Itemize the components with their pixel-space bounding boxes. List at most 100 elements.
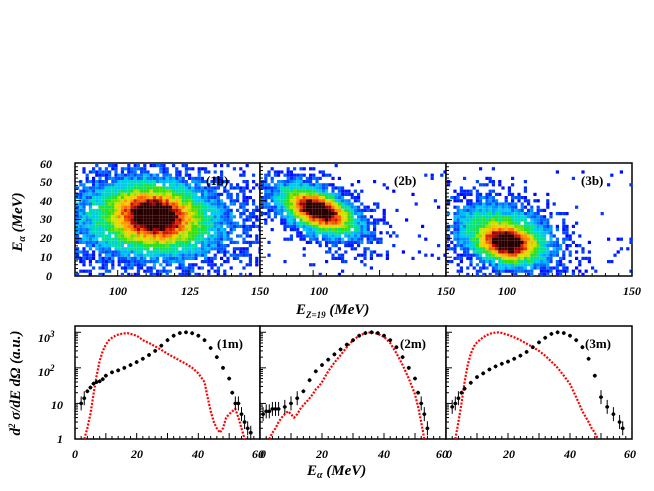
heatmap-cell: [504, 269, 508, 273]
heatmap-cell: [85, 189, 89, 193]
heatmap-cell: [114, 218, 118, 222]
heatmap-cell: [270, 205, 274, 209]
heatmap-cell: [197, 199, 201, 203]
heatmap-cell: [252, 215, 256, 219]
bottom-x-tick-labels: 0 20 40 60 0 20 40 60 0 20 40 60: [72, 447, 636, 461]
heatmap-cell: [511, 250, 515, 254]
heatmap-cell: [220, 212, 224, 216]
heatmap-cell: [504, 260, 508, 264]
heatmap-cell: [149, 189, 153, 193]
data-point: [382, 333, 386, 338]
heatmap-cell: [88, 192, 92, 196]
heatmap-cell: [188, 212, 192, 216]
heatmap-cell: [207, 202, 211, 206]
heatmap-cell: [533, 250, 537, 254]
heatmap-cell: [501, 212, 505, 216]
heatmap-cell: [363, 205, 367, 209]
heatmap-cell: [447, 247, 451, 251]
heatmap-cell: [191, 199, 195, 203]
heatmap-cell: [143, 221, 147, 225]
heatmap-cell: [162, 183, 166, 187]
heatmap-cell: [204, 170, 208, 174]
heatmap-cell: [245, 263, 249, 267]
heatmap-cell: [296, 176, 300, 180]
heatmap-cell: [491, 256, 495, 260]
heatmap-cell: [504, 205, 508, 209]
heatmap-cell: [353, 224, 357, 228]
data-point: [116, 368, 120, 373]
heatmap-cell: [226, 224, 230, 228]
heatmap-cell: [229, 196, 233, 200]
heatmap-cell: [149, 231, 153, 235]
heatmap-cell: [488, 253, 492, 257]
heatmap-cell: [252, 202, 256, 206]
heatmap-cell: [117, 231, 121, 235]
heatmap-cell: [334, 218, 338, 222]
heatmap-cell: [517, 256, 521, 260]
heatmap-cell: [514, 266, 518, 270]
heatmap-cell: [242, 221, 246, 225]
heatmap-cell: [501, 266, 505, 270]
heatmap-cell: [459, 247, 463, 251]
heatmap-cell: [549, 240, 553, 244]
heatmap-cell: [178, 260, 182, 264]
heatmap-cell: [152, 196, 156, 200]
heatmap-cell: [517, 266, 521, 270]
heatmap-cell: [369, 221, 373, 225]
data-point: [363, 331, 368, 335]
heatmap-cell: [321, 234, 325, 238]
heatmap-cell: [92, 170, 96, 174]
heatmap-cell: [104, 224, 108, 228]
heatmap-cell: [143, 237, 147, 241]
heatmap-cell: [200, 224, 204, 228]
heatmap-cell: [389, 234, 393, 238]
heatmap-cell: [527, 234, 531, 238]
heatmap-cell: [568, 234, 572, 238]
heatmap-cell: [255, 234, 259, 238]
heatmap-cell: [117, 186, 121, 190]
heatmap-cell: [318, 189, 322, 193]
heatmap-cell: [575, 205, 579, 209]
heatmap-cell: [568, 237, 572, 241]
heatmap-cell: [280, 215, 284, 219]
heatmap-cell: [140, 253, 144, 257]
heatmap-cell: [127, 164, 131, 168]
heatmap-cell: [353, 256, 357, 260]
heatmap-cell: [101, 231, 105, 235]
heatmap-cell: [98, 212, 102, 216]
heatmap-cell: [188, 253, 192, 257]
heatmap-cell: [453, 196, 457, 200]
heatmap-cell: [559, 260, 563, 264]
heatmap-cell: [216, 208, 220, 212]
heatmap-cell: [267, 240, 271, 244]
heatmap-cell: [527, 224, 531, 228]
heatmap-cell: [536, 199, 540, 203]
heatmap-cell: [530, 263, 534, 267]
heatmap-cell: [463, 208, 467, 212]
heatmap-cell: [456, 237, 460, 241]
heatmap-cell: [433, 199, 437, 203]
heatmap-cell: [325, 186, 329, 190]
heatmap-cell: [530, 231, 534, 235]
heatmap-cell: [124, 205, 128, 209]
heatmap-cell: [498, 250, 502, 254]
heatmap-cell: [213, 212, 217, 216]
heatmap-cell: [108, 192, 112, 196]
heatmap-cell: [175, 167, 179, 171]
heatmap-cell: [289, 212, 293, 216]
heatmap-cell: [216, 266, 220, 270]
heatmap-cell: [124, 176, 128, 180]
heatmap-cell: [172, 212, 176, 216]
heatmap-cell: [376, 218, 380, 222]
heatmap-cell: [162, 269, 166, 273]
heatmap-cell: [232, 167, 236, 171]
heatmap-cell: [283, 224, 287, 228]
heatmap-cell: [315, 202, 319, 206]
heatmap-cell: [286, 218, 290, 222]
heatmap-cell: [405, 218, 409, 222]
heatmap-cell: [220, 180, 224, 184]
heatmap-cell: [498, 272, 502, 276]
heatmap-cell: [286, 215, 290, 219]
heatmap-cell: [463, 212, 467, 216]
heatmap-cell: [236, 247, 240, 251]
